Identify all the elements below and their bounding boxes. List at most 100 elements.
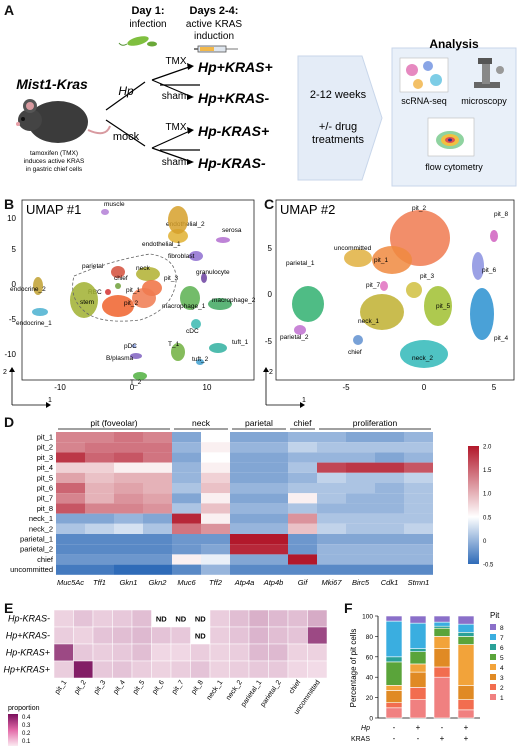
umap1-cluster-pit_1 <box>132 288 156 308</box>
heatmap-e-nd: ND <box>156 615 167 624</box>
heatmap-d-cell <box>85 493 114 504</box>
f-bar-segment-pit-5 <box>409 651 427 665</box>
umap1-ytick-0: 0 <box>12 280 17 289</box>
heatmap-d-cell <box>114 534 143 545</box>
heatmap-d-col-label: Gkn1 <box>120 578 138 587</box>
heatmap-d-cell <box>288 493 317 504</box>
heatmap-e-col-label: pit_8 <box>190 679 205 696</box>
f-bar-segment-pit-8 <box>457 615 475 625</box>
heatmap-e-cell <box>229 660 250 679</box>
heatmap-e-cell <box>170 643 191 662</box>
heatmap-e-cell <box>92 609 113 628</box>
heatmap-d-cell <box>143 534 172 545</box>
heatmap-e-cell <box>268 643 289 662</box>
heatmap-d-colorbar-tick: -0.5 <box>483 563 494 569</box>
heatmap-d-cell <box>404 564 433 575</box>
umap2-label-neck_2: neck_2 <box>412 355 433 362</box>
mouse-caption-1: tamoxifen (TMX) <box>30 150 78 157</box>
umap2-label-pit_3: pit_3 <box>420 273 434 280</box>
heatmap-d-cell <box>85 554 114 565</box>
heatmap-d-cell <box>201 493 230 504</box>
heatmap-e-cell <box>209 660 230 679</box>
f-ytick-label: 60 <box>366 654 374 661</box>
panel-e-heatmap: ND ND ND ND Hp-KRAS- Hp+KRAS- Hp-KRAS+ Hp+KRAS… <box>3 609 328 746</box>
umap2-axis-x: 1 <box>302 397 306 404</box>
heatmap-d-cell <box>288 432 317 443</box>
heatmap-e-col-label: pit_6 <box>151 679 166 696</box>
umap1-cluster-B/plasma <box>130 353 142 359</box>
heatmap-e-cell <box>112 660 133 679</box>
heatmap-e-cell <box>307 609 328 628</box>
f-legend-swatch <box>490 654 496 660</box>
timeline-chevron <box>297 55 383 181</box>
heatmap-d-group-header: neck <box>192 418 211 428</box>
f-bar-segment-pit-1 <box>433 676 451 719</box>
umap1-cluster-cDC <box>191 319 201 329</box>
umap1-label-stem: stem <box>80 299 94 306</box>
drug-line1: +/- drug <box>319 121 357 133</box>
heatmap-e-cell <box>248 660 269 679</box>
heatmap-e-cell <box>131 626 152 645</box>
heatmap-d-cell <box>230 493 259 504</box>
heatmap-d-cell <box>56 452 85 463</box>
heatmap-d-cell <box>56 483 85 494</box>
heatmap-e-cell <box>112 609 133 628</box>
heatmap-d-cell <box>201 564 230 575</box>
heatmap-d-cell <box>375 503 404 514</box>
f-bar-segment-pit-8 <box>385 615 403 622</box>
heatmap-d-cell <box>143 544 172 555</box>
heatmap-d-cell <box>317 523 346 534</box>
heatmap-e-cell <box>268 660 289 679</box>
heatmap-d-cell <box>114 442 143 453</box>
umap1-cluster-tuft_1 <box>209 343 227 353</box>
heatmap-d-col-label: Muc5Ac <box>57 578 84 587</box>
heatmap-d-cell <box>230 442 259 453</box>
heatmap-d-cell <box>375 472 404 483</box>
heatmap-d-cell <box>201 472 230 483</box>
f-bar-segment-pit-6 <box>457 632 475 637</box>
day24-title: Days 2-4: <box>190 5 239 17</box>
umap1-label-pit_3: pit_3 <box>164 275 178 282</box>
f-bar-segment-pit-7 <box>409 622 427 649</box>
heatmap-d-cell <box>172 534 201 545</box>
umap2-axis-y: 2 <box>269 369 273 376</box>
heatmap-d-cell <box>114 564 143 575</box>
heatmap-d-cell <box>85 534 114 545</box>
heatmap-d-cell <box>172 503 201 514</box>
umap2-clusters: pit_2 pit_8 pit_1 pit_6 parietal_1 uncommitte… <box>280 205 508 368</box>
umap2-cluster-neck_2 <box>400 340 448 368</box>
heatmap-d-cell <box>143 472 172 483</box>
heatmap-d-row-label: neck_2 <box>29 524 53 533</box>
scrnaseq-icon <box>399 57 449 93</box>
heatmap-d-cell <box>201 554 230 565</box>
heatmap-d-cell <box>172 452 201 463</box>
heatmap-d-cell <box>201 513 230 524</box>
heatmap-d-cell <box>404 432 433 443</box>
f-legend-title: Pit <box>490 611 500 620</box>
umap1-label-T_1: T_1 <box>168 341 180 348</box>
umap1-cluster-T_2 <box>133 372 147 380</box>
heatmap-e-cell <box>229 626 250 645</box>
heatmap-e-col-label: pit_7 <box>171 679 186 696</box>
heatmap-d-cell <box>259 544 288 555</box>
heatmap-e-cell <box>112 643 133 662</box>
group-hp-neg-kras-neg: Hp-KRAS- <box>198 155 266 171</box>
f-bar-segment-pit-4 <box>433 636 451 649</box>
panel-b-umap: UMAP #1 muscleendothelial_2endothelial_1… <box>3 199 256 408</box>
heatmap-d-cell <box>259 534 288 545</box>
heatmap-d-cell <box>172 513 201 524</box>
umap2-label-pit_8: pit_8 <box>494 211 508 218</box>
f-ytick-label: 80 <box>366 634 374 641</box>
heatmap-d-group-header: pit (foveolar) <box>90 418 137 428</box>
panel-letter-b: B <box>4 196 15 212</box>
legend-e-tick-02: 0.2 <box>22 731 31 737</box>
heatmap-e-cell <box>151 610 171 627</box>
heatmap-d-cell <box>375 544 404 555</box>
umap2-cluster-parietal_2 <box>294 325 306 335</box>
day1-title: Day 1: <box>131 5 164 17</box>
heatmap-e-cell <box>307 626 328 645</box>
heatmap-e-cell <box>112 626 133 645</box>
heatmap-d-cell <box>259 523 288 534</box>
heatmap-d-cell <box>317 534 346 545</box>
